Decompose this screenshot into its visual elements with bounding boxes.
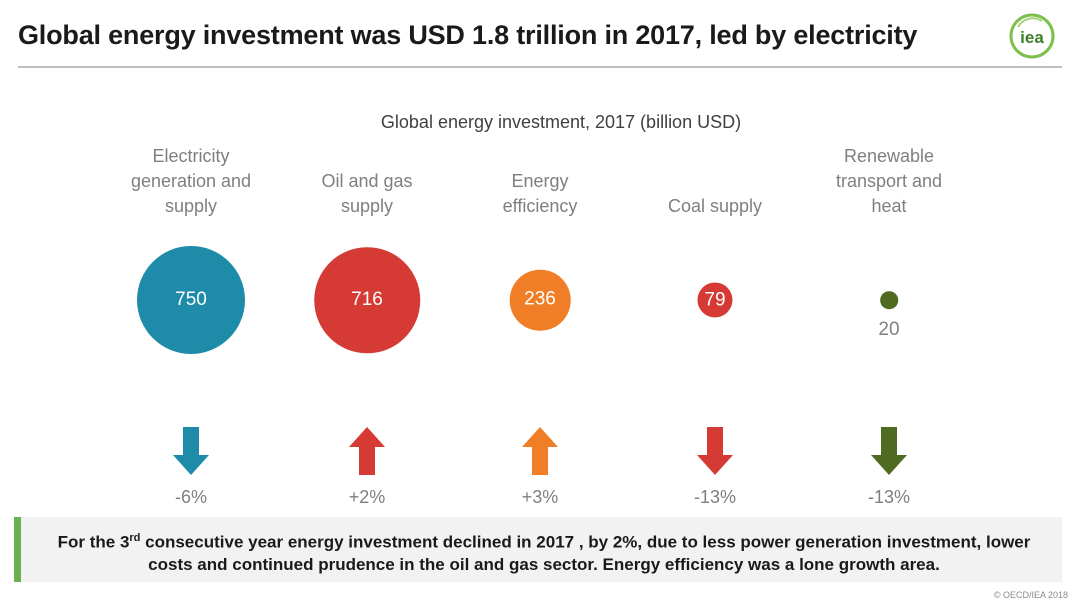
category-label-line: supply — [340, 196, 394, 216]
change-label-oil-and-gas-supply: +2% — [348, 487, 386, 507]
category-label-renewable-transport-and-heat: Renewable transport and heat — [799, 144, 979, 219]
category-label-line: Coal supply — [667, 196, 763, 216]
arrow-down-icon — [871, 427, 907, 475]
bubble-value-label: 79 — [704, 288, 726, 310]
arrow-up-icon — [522, 427, 558, 475]
category-label-line: Renewable — [843, 146, 935, 166]
category-label-electricity-generation-and-supply: Electricity generation and supply — [101, 144, 281, 219]
category-label-energy-efficiency: Energy efficiency — [450, 169, 630, 219]
bubble-renewable-transport-and-heat — [880, 291, 898, 309]
chart-title: Global energy investment, 2017 (billion … — [380, 112, 742, 132]
arrow-up-icon — [349, 427, 385, 475]
category-label-line: Electricity — [152, 146, 230, 166]
arrow-down-icon — [697, 427, 733, 475]
category-label-line: generation and — [130, 171, 252, 191]
bubble-value-label: 716 — [351, 288, 383, 310]
note-accent-bar — [14, 517, 21, 582]
bubble-value-label: 236 — [524, 288, 556, 310]
category-label-line: Energy — [511, 171, 569, 191]
change-label-energy-efficiency: +3% — [521, 487, 559, 507]
bubble-energy-efficiency: 236 — [509, 269, 571, 331]
category-label-line: transport and — [835, 171, 943, 191]
category-label-line: heat — [871, 196, 907, 216]
category-label-coal-supply: Coal supply — [625, 194, 805, 219]
change-label-coal-supply: -13% — [693, 487, 737, 507]
category-label-line: supply — [164, 196, 218, 216]
category-label-oil-and-gas-supply: Oil and gas supply — [277, 169, 457, 219]
change-label-renewable-transport-and-heat: -13% — [867, 487, 911, 507]
copyright: © OECD/IEA 2018 — [993, 590, 1068, 600]
logo-text: iea — [1020, 28, 1044, 47]
arrow-down-icon — [173, 427, 209, 475]
bubble-value-label: 750 — [175, 289, 207, 310]
iea-logo: iea — [1009, 13, 1055, 59]
change-label-electricity-generation-and-supply: -6% — [174, 487, 208, 507]
page-title: Global energy investment was USD 1.8 tri… — [18, 20, 918, 50]
note-text: For the 3rd consecutive year energy inve… — [57, 532, 1031, 574]
title-divider — [18, 66, 1062, 68]
bubble-value-label: 20 — [878, 318, 900, 340]
bubble-coal-supply: 79 — [697, 282, 733, 318]
category-label-line: efficiency — [502, 196, 578, 216]
summary-note: For the 3rd consecutive year energy inve… — [14, 517, 1062, 582]
bubble-oil-and-gas-supply: 716 — [314, 247, 420, 353]
category-label-line: Oil and gas — [321, 171, 413, 191]
bubble-electricity-generation-and-supply: 750 — [137, 246, 245, 354]
